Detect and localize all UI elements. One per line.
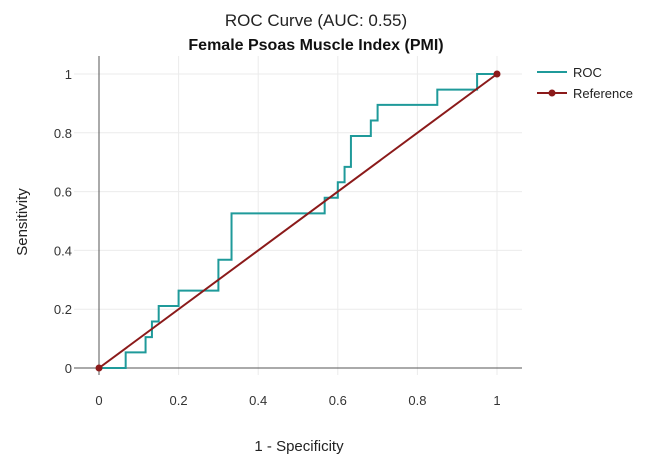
x-tick-label: 0.4 [249,393,267,408]
y-axis-label: Sensitivity [14,188,31,256]
y-tick-label: 0.2 [54,302,72,317]
chart-title: ROC Curve (AUC: 0.55) [225,11,407,30]
x-tick-label: 0.8 [408,393,426,408]
series-group [95,70,501,372]
x-tick-label: 1 [493,393,500,408]
legend-label: ROC [573,65,602,80]
legend-item-roc[interactable]: ROC [537,65,602,80]
y-tick-label: 0.4 [54,243,72,258]
legend-marker [548,89,556,97]
y-tick-label: 1 [65,67,72,82]
legend: ROC Reference [537,65,633,101]
series-point-reference [95,364,103,372]
legend-label: Reference [573,86,633,101]
series-line-roc [99,73,497,369]
y-tick-label: 0.6 [54,185,72,200]
chart-subtitle: Female Psoas Muscle Index (PMI) [188,37,443,54]
x-tick-label: 0 [95,393,102,408]
grid-lines [74,56,522,375]
series-line-reference [98,73,498,369]
tick-labels: 0 0.2 0.4 0.6 0.8 1 0 0.2 0.4 0.6 0.8 1 [54,67,501,408]
y-tick-label: 0 [65,361,72,376]
y-tick-label: 0.8 [54,126,72,141]
x-tick-label: 0.2 [170,393,188,408]
legend-item-reference[interactable]: Reference [537,86,633,101]
series-point-reference [493,70,501,78]
axes [74,56,522,375]
x-tick-label: 0.6 [329,393,347,408]
x-axis-label: 1 - Specificity [254,438,344,455]
